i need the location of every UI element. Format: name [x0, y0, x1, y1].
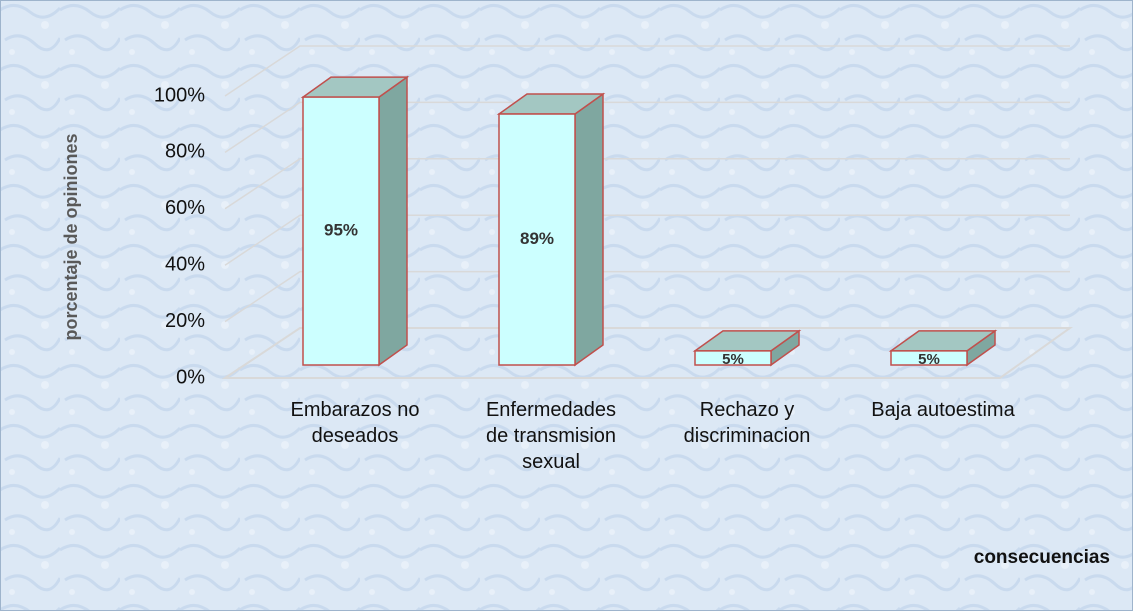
bar-side [574, 92, 604, 367]
bar [694, 350, 772, 366]
y-tick-label: 0% [176, 366, 205, 388]
y-tick-label: 60% [165, 197, 205, 219]
bar [890, 350, 968, 366]
y-tick-label: 40% [165, 253, 205, 275]
bar-side [378, 75, 408, 367]
y-axis-label: porcentaje de opiniones [61, 133, 81, 340]
x-tick-label: Rechazo y discriminacion [683, 399, 811, 447]
bar [302, 96, 380, 366]
value-label: 95% [324, 221, 358, 240]
grid-line [224, 158, 1070, 210]
y-tick-label: 20% [165, 310, 205, 332]
grid-line [224, 101, 1070, 154]
grid-line [224, 270, 1070, 323]
value-label: 5% [722, 351, 744, 368]
y-tick-label: 80% [165, 141, 205, 163]
grid-line [224, 45, 1070, 97]
bar [498, 113, 576, 366]
y-tick-label: 100% [154, 84, 205, 106]
value-label: 5% [918, 351, 940, 368]
value-label: 89% [520, 229, 554, 248]
x-tick-label: Enfermedades de transmision sexual [485, 399, 617, 473]
x-axis-label: consecuencias [974, 547, 1110, 568]
x-tick-label: Embarazos no deseados [290, 399, 420, 447]
grid-line [224, 214, 1070, 266]
x-tick-label: Baja autoestima [871, 399, 1015, 421]
grid-line [224, 327, 1070, 379]
